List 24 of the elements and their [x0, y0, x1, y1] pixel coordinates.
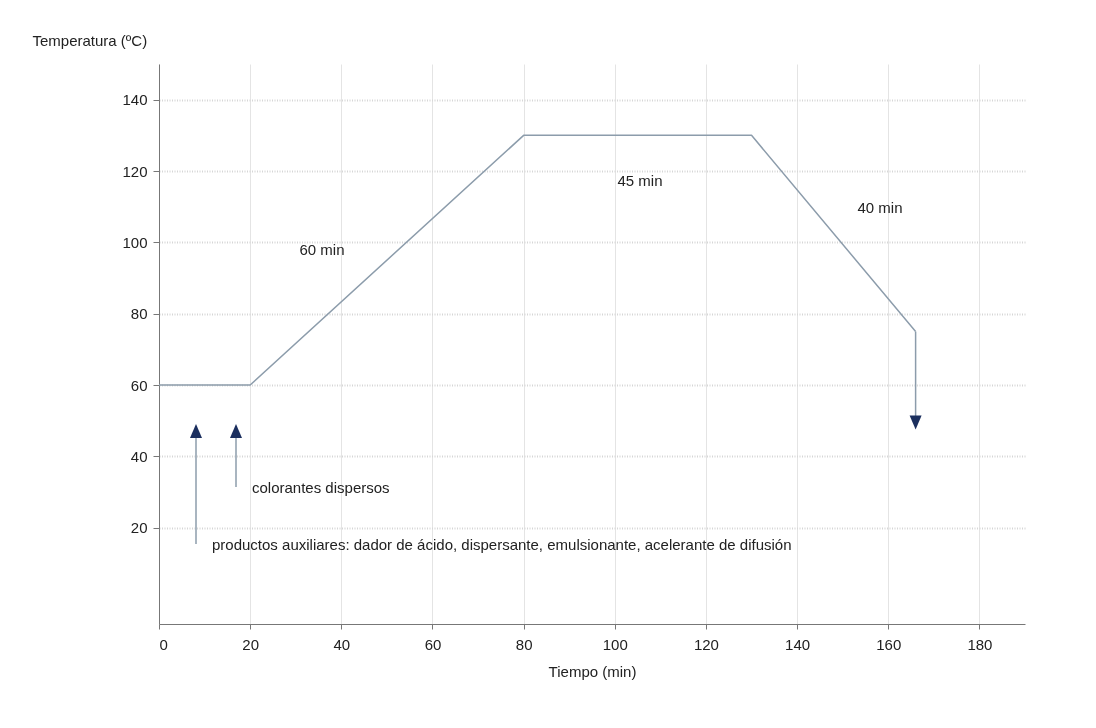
annotation: 45 min — [617, 172, 663, 189]
x-tick-label: 160 — [876, 635, 902, 653]
x-tick-label: 40 — [333, 635, 351, 653]
y-tick-label: 40 — [130, 447, 148, 465]
x-tick-label: 180 — [967, 635, 993, 653]
annotation: colorantes dispersos — [252, 479, 390, 496]
x-tick-label: 80 — [515, 635, 533, 653]
x-tick-label: 60 — [424, 635, 442, 653]
y-tick-label: 80 — [130, 305, 148, 323]
annotation: 40 min — [857, 199, 903, 216]
x-tick-label: 120 — [693, 635, 719, 653]
x-tick-label: 140 — [785, 635, 811, 653]
y-tick-label: 20 — [130, 519, 148, 537]
x-tick-label: 100 — [602, 635, 628, 653]
annotation: 60 min — [299, 241, 345, 258]
x-tick-label: 0 — [159, 635, 168, 653]
y-tick-label: 120 — [122, 162, 148, 180]
x-tick-label: 20 — [242, 635, 259, 653]
y-tick-label: 140 — [122, 91, 148, 109]
y-tick-label: 100 — [122, 233, 148, 251]
y-tick-label: 60 — [130, 376, 148, 394]
y-axis-title: Temperatura (ºC) — [32, 31, 148, 49]
x-axis-title: Tiempo (min) — [548, 662, 637, 680]
annotation: productos auxiliares: dador de ácido, dispersante, emulsionante, acelerante de difusión — [212, 536, 792, 553]
